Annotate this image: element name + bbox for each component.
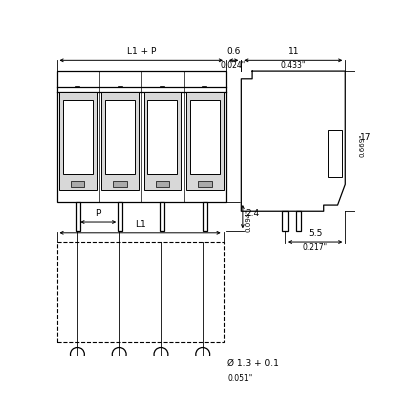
- Text: 11: 11: [288, 48, 299, 56]
- Bar: [190, 100, 220, 174]
- Text: 0.217": 0.217": [303, 243, 328, 252]
- Circle shape: [112, 348, 126, 361]
- Bar: [203, 202, 207, 231]
- Text: 0.051": 0.051": [228, 374, 253, 383]
- Bar: [63, 100, 93, 174]
- Bar: [56, 71, 226, 202]
- Text: 17: 17: [360, 133, 371, 142]
- Bar: [76, 202, 80, 231]
- Bar: [118, 202, 122, 231]
- Bar: [156, 181, 169, 186]
- Bar: [101, 92, 139, 190]
- Bar: [59, 92, 96, 190]
- Bar: [282, 211, 288, 231]
- Text: 5.5: 5.5: [308, 229, 322, 238]
- Text: L1 + P: L1 + P: [126, 48, 156, 56]
- Bar: [296, 211, 301, 231]
- Bar: [147, 100, 177, 174]
- Text: P: P: [96, 209, 101, 218]
- Text: 0.024": 0.024": [221, 61, 246, 70]
- Bar: [113, 181, 127, 186]
- Polygon shape: [241, 71, 345, 211]
- Text: Ø 1.3 + 0.1: Ø 1.3 + 0.1: [228, 358, 279, 368]
- Circle shape: [154, 348, 168, 361]
- Bar: [328, 130, 342, 176]
- Circle shape: [70, 348, 85, 361]
- Bar: [186, 92, 224, 190]
- Bar: [160, 202, 164, 231]
- Text: L1: L1: [135, 220, 145, 229]
- Bar: [143, 92, 181, 190]
- Text: 2.4: 2.4: [245, 209, 259, 218]
- Circle shape: [196, 348, 210, 361]
- Bar: [56, 242, 224, 342]
- Text: 0.094": 0.094": [245, 209, 251, 232]
- Bar: [198, 181, 211, 186]
- Text: 0.433": 0.433": [280, 61, 306, 70]
- Text: 0.6: 0.6: [226, 48, 241, 56]
- Text: 0.669": 0.669": [360, 134, 366, 158]
- Bar: [105, 100, 135, 174]
- Bar: [71, 181, 85, 186]
